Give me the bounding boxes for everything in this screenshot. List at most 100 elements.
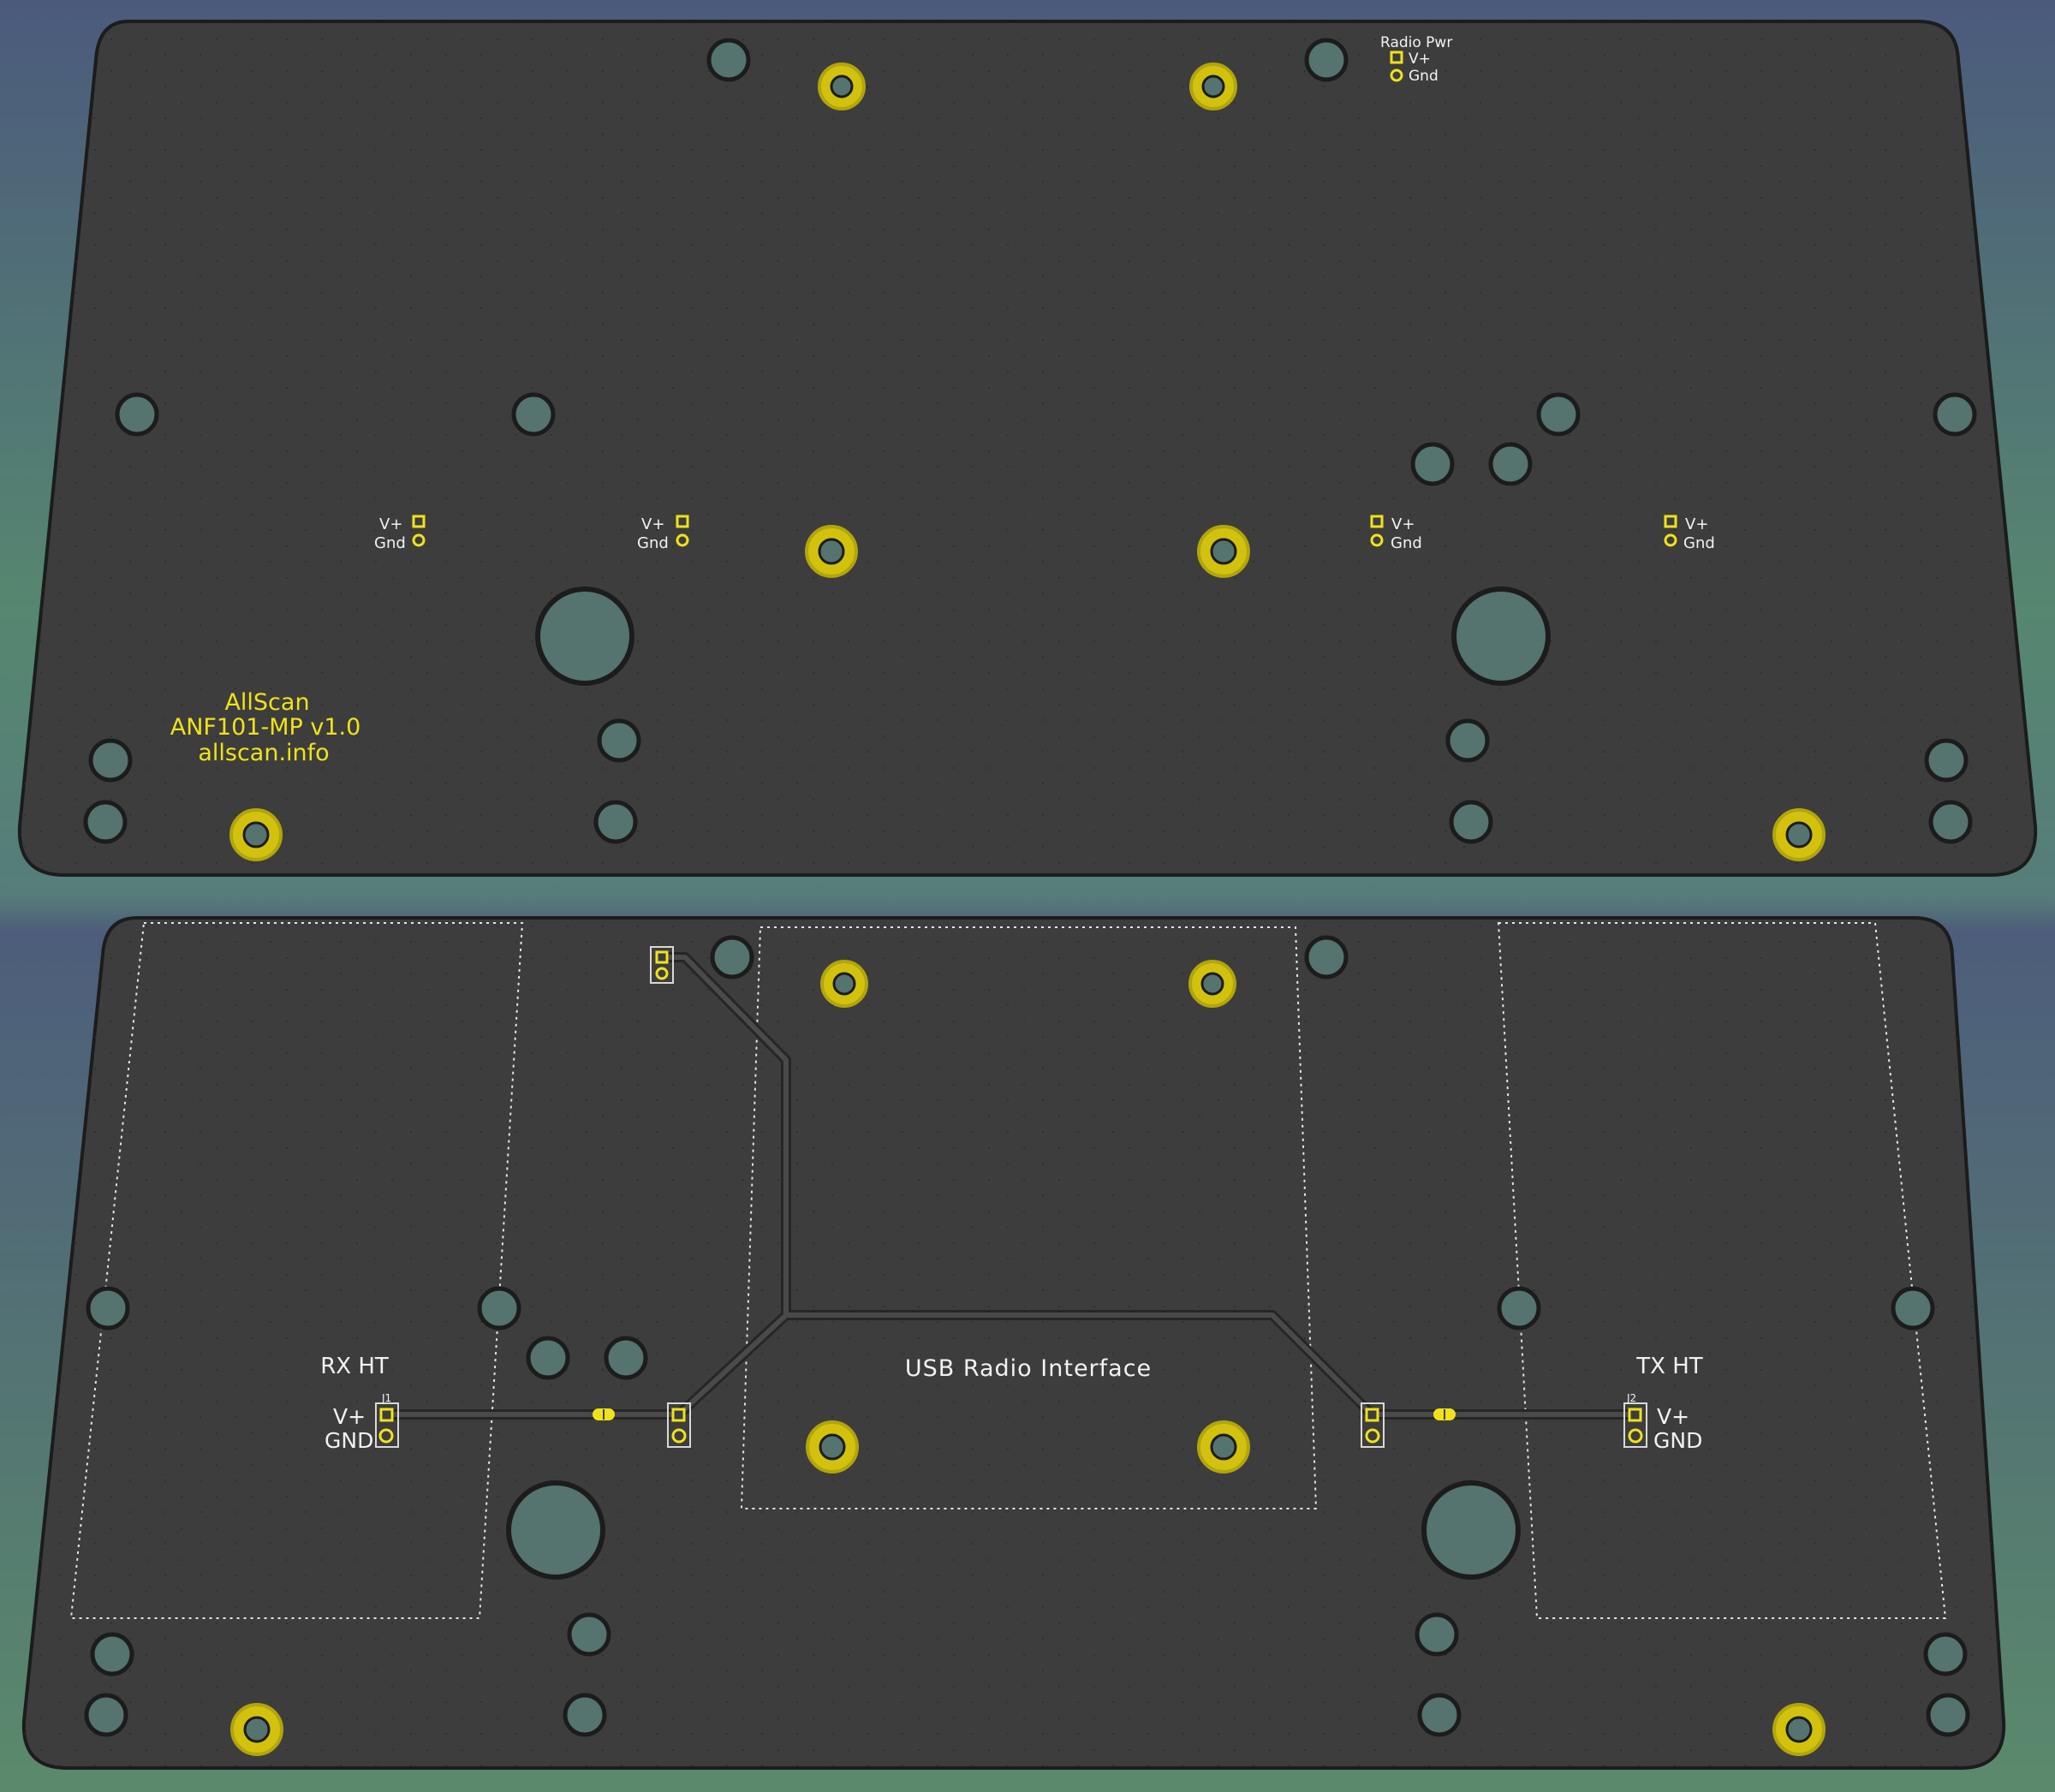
connector-outline xyxy=(650,946,674,984)
mounting-hole xyxy=(1891,1286,1935,1331)
square-pad xyxy=(676,515,689,528)
mounting-hole xyxy=(1933,392,1977,437)
plated-mounting-pad xyxy=(1189,63,1237,110)
power-connector-3: V+ Gnd xyxy=(1370,515,1422,552)
mounting-hole xyxy=(1923,1632,1968,1676)
square-pad xyxy=(1365,1408,1379,1422)
round-pad xyxy=(412,533,426,547)
brand-website: allscan.info xyxy=(198,740,329,766)
mounting-hole xyxy=(1304,38,1349,82)
gnd-label: Gnd xyxy=(1391,534,1422,552)
rx-interface-connector xyxy=(667,1402,691,1448)
connector-outline xyxy=(1361,1402,1385,1448)
mounting-hole xyxy=(1415,1612,1459,1657)
component-outlines xyxy=(69,922,1947,1619)
solder-jumper-rx xyxy=(593,1408,615,1420)
mounting-hole xyxy=(593,800,638,844)
square-pad xyxy=(1390,51,1403,64)
j2-gnd-label: GND xyxy=(1653,1428,1702,1453)
bottom-holes xyxy=(84,935,1970,1737)
mounting-hole xyxy=(1928,800,1973,844)
mounting-hole xyxy=(90,1632,134,1676)
connector-outline xyxy=(1623,1402,1647,1448)
vplus-label: V+ xyxy=(1685,515,1708,533)
round-pad xyxy=(1370,533,1384,547)
brand-block: AllScan ANF101-MP v1.0 allscan.info xyxy=(170,689,361,766)
mounting-hole xyxy=(1304,935,1349,979)
gnd-label: Gnd xyxy=(1683,534,1715,552)
mounting-hole xyxy=(84,1693,128,1737)
mounting-hole xyxy=(604,1336,648,1380)
square-pad xyxy=(412,515,426,528)
plated-mounting-pad xyxy=(229,808,283,861)
gnd-label: Gnd xyxy=(637,534,669,552)
mounting-hole xyxy=(1924,738,1969,783)
plated-mounting-pad xyxy=(1197,1420,1250,1473)
radio-pwr-connector: Radio Pwr V+ Gnd xyxy=(1380,34,1452,85)
square-pad xyxy=(655,950,669,964)
solder-jumper-tx xyxy=(1433,1408,1456,1420)
j1-gnd-label: GND xyxy=(325,1428,373,1453)
mounting-hole xyxy=(1536,392,1581,437)
bottom-plated-pads xyxy=(230,960,1826,1756)
bottom-board: J1 V+ GND J2 V+ GND xyxy=(21,916,2006,1770)
mounting-hole xyxy=(1497,1286,1541,1331)
mounting-hole xyxy=(597,718,641,763)
square-pad xyxy=(1370,515,1384,528)
mounting-hole xyxy=(477,1286,521,1331)
j1-connector: J1 V+ GND xyxy=(325,1392,399,1453)
connector-outline xyxy=(375,1402,399,1448)
round-pad xyxy=(1365,1428,1380,1444)
top-board: Radio Pwr V+ Gnd V+ Gnd V+ Gnd V+ Gnd V+ xyxy=(17,20,2038,877)
round-pad xyxy=(655,967,669,980)
mounting-hole xyxy=(86,1286,130,1331)
mounting-hole xyxy=(83,800,128,844)
round-pad xyxy=(676,533,689,547)
connector-outline xyxy=(667,1402,691,1448)
mounting-hole xyxy=(1445,718,1490,763)
plated-mounting-pad xyxy=(806,1420,859,1473)
mounting-hole xyxy=(511,392,556,437)
mounting-hole xyxy=(1488,442,1533,486)
round-pad xyxy=(1628,1428,1643,1444)
plated-mounting-pad xyxy=(1197,525,1250,578)
square-pad xyxy=(1664,515,1677,528)
round-pad xyxy=(378,1428,394,1444)
square-pad xyxy=(379,1408,394,1422)
plated-mounting-pad xyxy=(1772,1703,1826,1756)
mounting-hole xyxy=(567,1612,611,1657)
mounting-hole xyxy=(706,38,751,82)
radio-pwr-vplus-label: V+ xyxy=(1409,51,1431,68)
j2-vplus-label: V+ xyxy=(1657,1404,1689,1429)
top-plated-pads xyxy=(229,63,1826,861)
square-pad xyxy=(671,1408,686,1422)
mounting-hole xyxy=(1410,442,1455,486)
plated-mounting-pad xyxy=(820,960,868,1008)
round-pad xyxy=(1390,68,1403,82)
tx-ht-label: TX HT xyxy=(1635,1354,1703,1379)
gnd-label: Gnd xyxy=(374,534,406,552)
j1-refdes: J1 xyxy=(381,1392,391,1404)
radio-pwr-gnd-label: Gnd xyxy=(1409,68,1438,85)
usb-interface-outline xyxy=(740,926,1318,1509)
power-connector-1: V+ Gnd xyxy=(374,515,426,552)
top-holes xyxy=(83,38,1977,844)
large-cutout-hole xyxy=(535,586,634,686)
mounting-hole xyxy=(88,738,133,783)
trace-rx-to-center-core xyxy=(384,1313,1638,1417)
vplus-label: V+ xyxy=(379,515,402,533)
large-cutout-hole xyxy=(506,1480,605,1580)
mounting-hole xyxy=(1926,1693,1970,1737)
bottom-board-speckle xyxy=(23,918,2004,1768)
radio-pwr-title: Radio Pwr xyxy=(1380,34,1452,51)
power-connector-4: V+ Gnd xyxy=(1664,515,1715,552)
mounting-hole xyxy=(1449,800,1493,844)
vplus-label: V+ xyxy=(1391,515,1415,533)
round-pad xyxy=(671,1428,687,1444)
mounting-hole xyxy=(563,1693,607,1737)
board-model: ANF101-MP v1.0 xyxy=(170,714,361,741)
rx-ht-label: RX HT xyxy=(320,1354,389,1379)
power-connector-2: V+ Gnd xyxy=(637,515,689,552)
tx-interface-connector xyxy=(1361,1402,1385,1448)
